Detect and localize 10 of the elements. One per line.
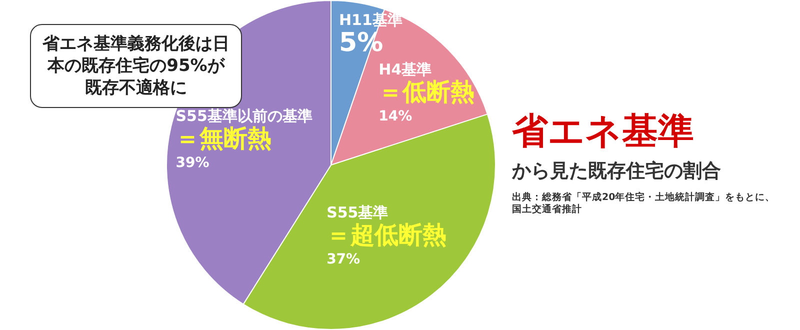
slice-label: S55基準以前の基準＝無断熱 <box>176 106 312 153</box>
speech-bubble: 省エネ基準義務化後は日本の既存住宅の95%が既存不適格に <box>30 24 242 108</box>
text: 省エネ基準 <box>512 111 695 152</box>
data-label: 14% <box>378 108 412 125</box>
data-label: 39% <box>176 155 210 172</box>
slice-label: H4基準＝低断熱 <box>378 60 475 106</box>
source-note: 出典：総務省「平成20年住宅・土地統計調査」をもとに、国土交通省推計 <box>512 192 776 218</box>
text: から見た既存住宅の割合 <box>512 158 722 184</box>
slice-label: S55基準＝超低断熱 <box>326 203 447 250</box>
data-label: 37% <box>326 252 360 268</box>
